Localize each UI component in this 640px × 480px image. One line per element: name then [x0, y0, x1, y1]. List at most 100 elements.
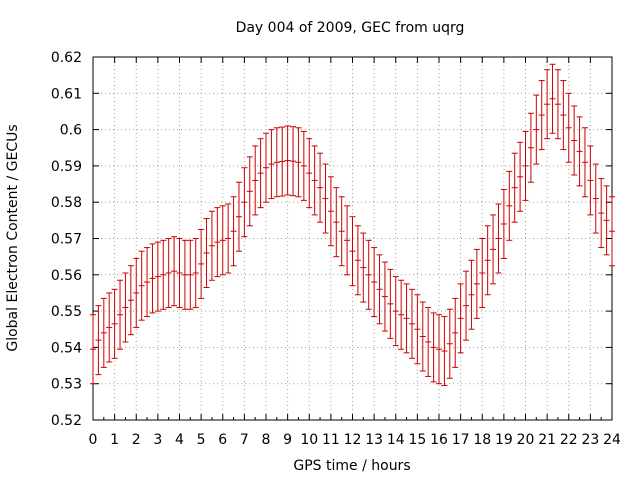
error-bar-point — [565, 92, 572, 163]
error-bar-point — [241, 167, 248, 238]
error-bar-point — [160, 239, 167, 310]
error-bar-point — [425, 306, 432, 377]
error-bar-point — [533, 94, 540, 165]
error-bar-point — [387, 268, 394, 339]
error-bar-point — [484, 225, 491, 296]
error-bar-point — [436, 314, 442, 385]
error-bar-point — [176, 238, 183, 308]
x-tick-label: 9 — [283, 432, 292, 448]
error-bar-point — [263, 132, 269, 203]
error-bar-point — [473, 248, 480, 319]
y-tick-label: 0.61 — [51, 86, 82, 102]
error-bar-point — [549, 63, 556, 134]
error-bar-point — [111, 288, 118, 359]
error-bar-point — [322, 163, 329, 234]
x-tick-label: 11 — [322, 432, 340, 448]
error-bar-point — [544, 69, 551, 140]
y-tick-label: 0.59 — [51, 159, 82, 175]
error-bar-point — [371, 247, 378, 318]
chart-title: Day 004 of 2009, GEC from uqrg — [236, 20, 465, 36]
y-tick-label: 0.62 — [51, 50, 82, 66]
error-bar-point — [187, 239, 194, 310]
x-tick-label: 10 — [300, 432, 318, 448]
error-bar-point — [138, 250, 145, 321]
error-bar-point — [214, 207, 221, 278]
y-tick-label: 0.52 — [51, 413, 82, 429]
y-tick-label: 0.55 — [51, 304, 82, 320]
error-bar-point — [609, 196, 615, 267]
x-tick-label: 12 — [344, 432, 362, 448]
error-bar-point — [398, 279, 405, 350]
x-tick-label: 3 — [153, 432, 162, 448]
error-bar-point — [252, 145, 259, 216]
error-bar-point — [154, 241, 161, 312]
error-bar-point — [414, 294, 421, 365]
error-bar-point — [117, 279, 124, 350]
error-bar-point — [598, 178, 605, 249]
error-bar-point — [333, 187, 340, 258]
x-tick-label: 14 — [387, 432, 405, 448]
error-bar-point — [338, 196, 345, 267]
error-bar-point — [284, 125, 291, 196]
error-bar-point — [208, 210, 215, 281]
error-bar-point — [457, 283, 464, 354]
error-bar-point — [392, 276, 399, 347]
x-tick-label: 0 — [89, 432, 98, 448]
error-bar-point — [571, 105, 578, 176]
error-bar-point — [246, 156, 253, 227]
x-tick-label: 6 — [218, 432, 227, 448]
error-bar-point — [203, 218, 210, 289]
error-bar-point — [381, 261, 388, 332]
error-bar-point — [490, 214, 497, 285]
error-bar-point — [576, 116, 583, 187]
error-bar-point — [225, 203, 232, 274]
error-bar-point — [165, 238, 172, 308]
error-bar-point — [517, 141, 524, 212]
error-bar-point — [171, 236, 178, 307]
error-bar-point — [463, 270, 470, 341]
error-bar-point — [349, 216, 356, 287]
error-bar-point — [360, 232, 367, 303]
error-bar-point — [403, 283, 410, 354]
x-tick-label: 1 — [110, 432, 119, 448]
error-bar-point — [106, 292, 113, 363]
x-tick-label: 23 — [581, 432, 599, 448]
error-bar-point — [468, 259, 475, 330]
error-bar-point — [452, 297, 459, 368]
x-tick-label: 19 — [495, 432, 513, 448]
error-bar-point — [419, 301, 426, 372]
error-bar-point — [479, 238, 486, 308]
y-tick-label: 0.6 — [60, 123, 82, 139]
error-bar-point — [230, 196, 237, 267]
error-bar-point — [257, 138, 264, 209]
error-bar-point — [219, 205, 226, 276]
error-bar-point — [122, 272, 129, 343]
error-bar-point — [279, 126, 286, 197]
error-bar-point — [522, 130, 529, 201]
error-bar-point — [90, 314, 96, 385]
error-bar-point — [538, 80, 545, 151]
error-bar-point — [511, 152, 518, 223]
error-bar-point — [306, 138, 313, 209]
x-tick-label: 17 — [452, 432, 470, 448]
x-tick-label: 2 — [132, 432, 141, 448]
error-bar-point — [235, 181, 242, 252]
y-axis-label: Global Electron Content / GECUs — [5, 124, 21, 351]
x-tick-label: 5 — [197, 432, 206, 448]
x-tick-label: 18 — [473, 432, 491, 448]
x-tick-label: 24 — [603, 432, 621, 448]
error-bar-point — [149, 243, 156, 314]
error-bar-point — [495, 203, 502, 274]
error-bar-point — [327, 176, 334, 247]
x-tick-label: 4 — [175, 432, 184, 448]
error-bar-point — [603, 185, 610, 256]
error-bar-point — [554, 69, 561, 140]
error-bar-point — [317, 152, 324, 223]
error-bar-point — [95, 305, 102, 376]
series-gec — [90, 63, 615, 387]
error-bar-point — [268, 129, 275, 200]
error-bar-point — [344, 205, 351, 276]
y-tick-label: 0.56 — [51, 268, 82, 284]
error-bar-point — [354, 225, 361, 296]
error-bar-point — [365, 239, 372, 310]
